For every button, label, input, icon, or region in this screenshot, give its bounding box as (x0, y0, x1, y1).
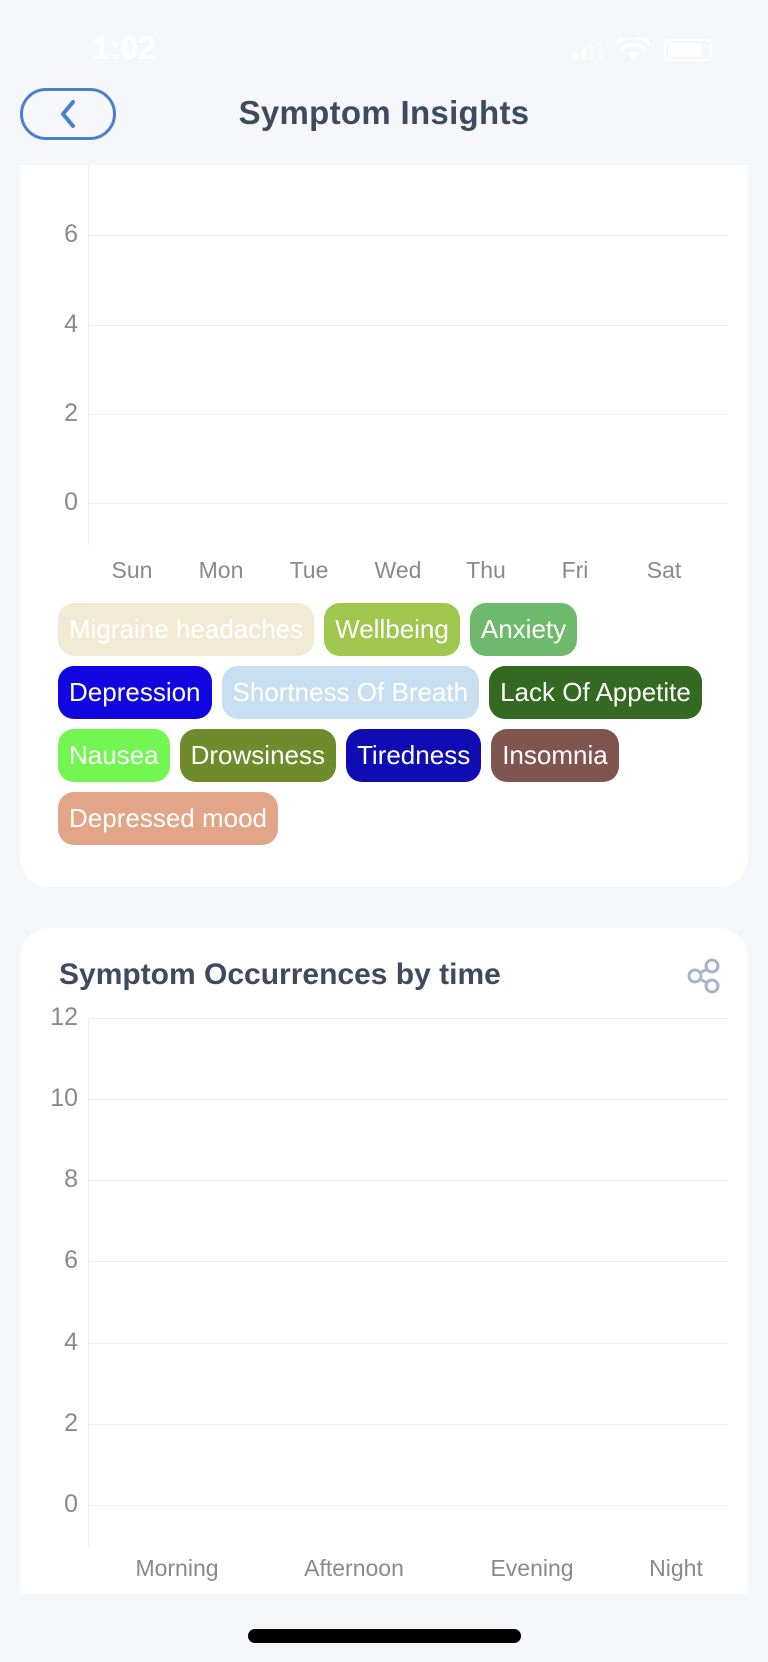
signal-icon (573, 40, 602, 60)
x-tick-label: Sat (646, 557, 682, 583)
legend-chip[interactable]: Depression (58, 666, 212, 719)
y-tick-label: 2 (64, 398, 78, 427)
legend-chip[interactable]: Wellbeing (324, 603, 460, 656)
x-tick-label: Morning (135, 1555, 219, 1581)
nav-header: Symptom Insights (0, 86, 768, 146)
time-chart: 0 2 4 6 8 10 12 Morning Afternoon Evening Night (20, 928, 748, 1594)
time-chart-card: Symptom Occurrences by time 0 2 4 6 8 10 12 Mor… (20, 928, 748, 1594)
legend-chip[interactable]: Depressed mood (58, 792, 278, 845)
legend-chip[interactable]: Insomnia (491, 729, 619, 782)
gridline (88, 1180, 728, 1182)
gridline (88, 235, 728, 237)
battery-icon (664, 39, 712, 61)
legend-chip[interactable]: Migraine headaches (58, 603, 315, 656)
gridline (88, 1261, 728, 1263)
y-tick-label: 12 (50, 1002, 78, 1031)
y-tick-label: 8 (64, 1165, 78, 1194)
home-indicator[interactable] (248, 1629, 521, 1643)
y-tick-label: 0 (64, 1490, 78, 1518)
gridline (88, 503, 728, 504)
chevron-left-icon (61, 100, 75, 128)
legend-chip[interactable]: Drowsiness (179, 729, 336, 782)
legend-chip[interactable]: Lack Of Appetite (489, 666, 702, 719)
y-tick-label: 6 (64, 220, 78, 249)
gridline (88, 324, 728, 326)
x-tick-label: Wed (374, 557, 422, 583)
x-tick-label: Thu (466, 557, 506, 583)
y-tick-label: 4 (64, 309, 78, 338)
y-axis (88, 1018, 89, 1547)
gridline (88, 413, 728, 415)
gridline (88, 1423, 728, 1425)
time-chart-title: Symptom Occurrences by time (59, 958, 501, 991)
back-button[interactable] (20, 88, 116, 140)
page-title: Symptom Insights (238, 94, 530, 131)
legend-chip[interactable]: Anxiety (469, 603, 578, 656)
x-tick-label: Evening (490, 1555, 574, 1581)
y-tick-label: 10 (50, 1084, 78, 1112)
gridline (88, 1017, 728, 1019)
y-axis (88, 165, 89, 545)
status-time: 1:02 (92, 30, 157, 66)
wifi-icon (616, 38, 650, 60)
gridline (88, 1099, 728, 1100)
symptom-legend: Migraine headaches Wellbeing Anxiety Depres… (58, 603, 718, 845)
x-tick-label: Sun (111, 557, 153, 583)
weekday-chart: 0 2 4 6 Sun Mon Tue Wed Thu Fri Sat (20, 165, 748, 585)
y-tick-label: 4 (64, 1327, 78, 1356)
share-icon[interactable] (686, 958, 722, 994)
y-tick-label: 2 (64, 1408, 78, 1437)
x-tick-label: Fri (561, 557, 589, 583)
legend-chip[interactable]: Tiredness (346, 729, 482, 782)
status-bar: 1:02 (0, 0, 768, 90)
legend-chip[interactable]: Shortness Of Breath (221, 666, 480, 719)
legend-chip[interactable]: Nausea (58, 729, 170, 782)
x-tick-label: Mon (198, 557, 244, 583)
gridline (88, 1505, 728, 1506)
gridline (88, 1342, 728, 1344)
y-tick-label: 6 (64, 1246, 78, 1275)
status-icons (573, 38, 712, 62)
weekday-chart-card: 0 2 4 6 Sun Mon Tue Wed Thu Fri Sat Migraine heada… (20, 165, 748, 887)
x-tick-label: Afternoon (304, 1555, 404, 1581)
x-tick-label: Night (649, 1555, 703, 1581)
x-tick-label: Tue (289, 557, 329, 583)
y-tick-label: 0 (64, 488, 78, 516)
